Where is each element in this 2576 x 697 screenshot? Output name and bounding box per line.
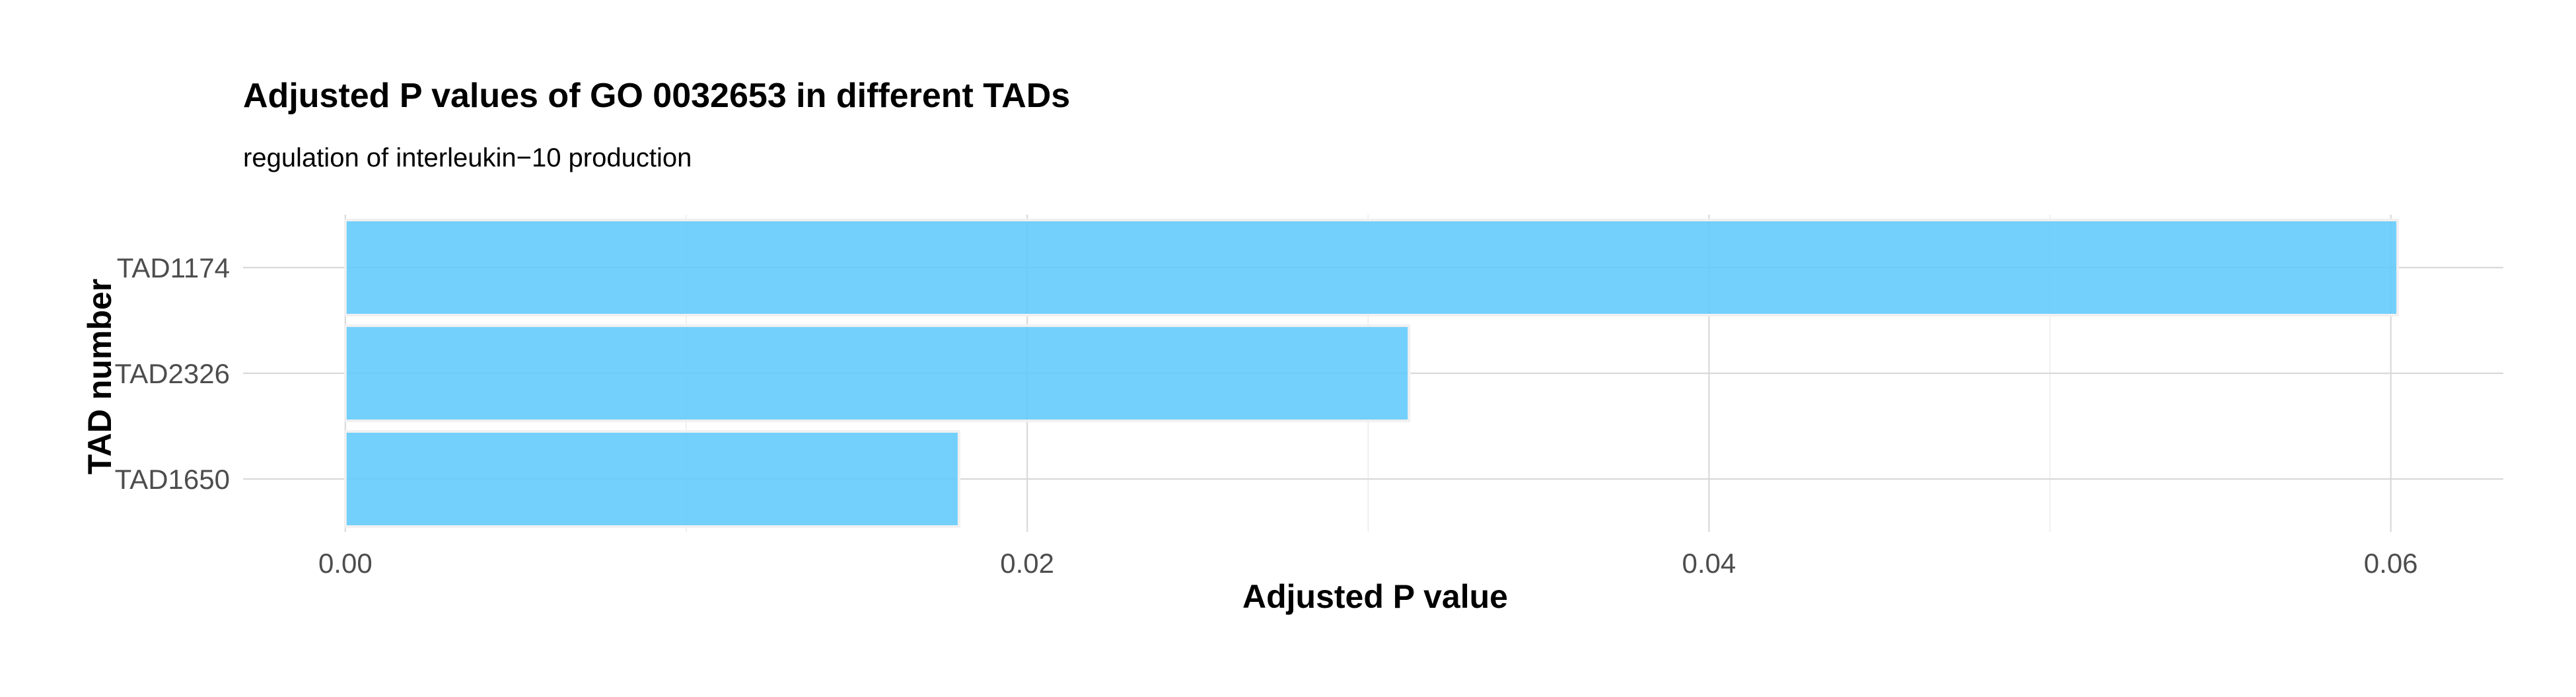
x-tick-label: 0.04: [1682, 548, 1736, 579]
x-tick-label: 0.00: [318, 548, 373, 579]
x-tick-label: 0.02: [1000, 548, 1054, 579]
bar-tad1174: [343, 219, 2399, 316]
x-tick-label: 0.06: [2364, 548, 2418, 579]
y-tick-label: TAD1650: [115, 464, 230, 495]
chart-title: Adjusted P values of GO 0032653 in diffe…: [243, 77, 1070, 115]
bars: [343, 219, 2399, 528]
chart-subtitle: regulation of interleukin−10 production: [243, 143, 692, 172]
y-tick-label: TAD1174: [117, 252, 230, 283]
x-axis-title: Adjusted P value: [1242, 578, 1508, 615]
y-tick-label: TAD2326: [115, 358, 230, 389]
tick-labels: 0.00 0.02 0.04 0.06 TAD1174 TAD2326 TAD1650: [115, 252, 2418, 579]
bar-tad1650: [343, 430, 960, 528]
bar-tad2326: [343, 324, 1411, 422]
y-axis-title: TAD number: [81, 279, 118, 474]
